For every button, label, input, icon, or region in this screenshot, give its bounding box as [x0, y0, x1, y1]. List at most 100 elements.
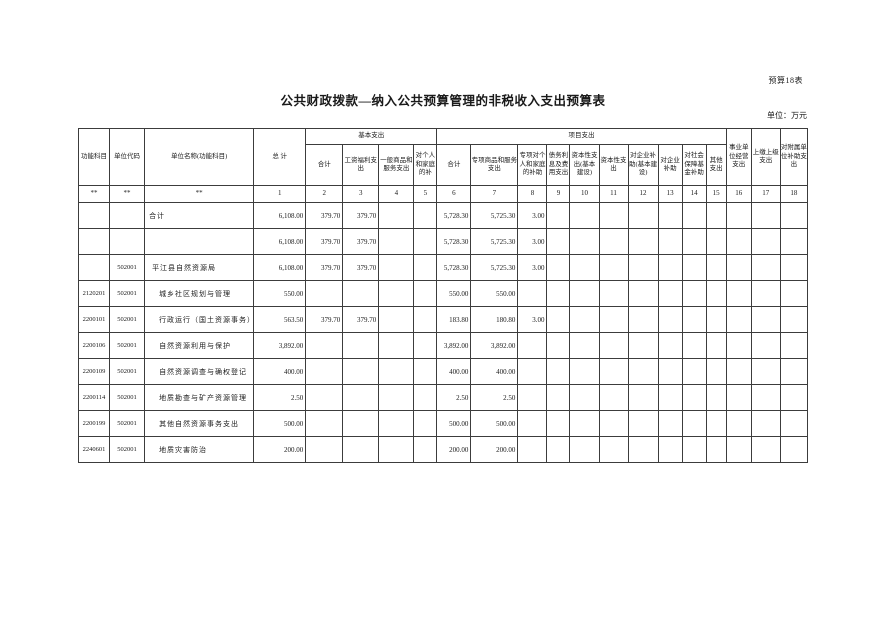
col-header-project-total: 合计	[436, 144, 472, 186]
amount-cell: 5,728.30	[436, 228, 472, 255]
func-code-cell	[77, 228, 111, 255]
amount-cell	[627, 306, 659, 333]
amount-cell	[657, 280, 683, 307]
column-index-cell: 1	[253, 185, 307, 203]
budget-table: 功能科目 单位代码 单位名称(功能科目) 总 计 基本支出 项目支出 事业单位经…	[77, 128, 809, 463]
group-header-project-expenditure: 项目支出	[436, 128, 727, 145]
amount-cell	[378, 254, 415, 281]
amount-cell	[342, 280, 380, 307]
amount-cell	[725, 280, 752, 307]
column-index-cell: 12	[627, 185, 659, 203]
name-cell: 地质灾害防治	[144, 436, 255, 463]
amount-cell	[598, 202, 629, 229]
amount-cell	[705, 280, 727, 307]
group-header-basic-expenditure: 基本支出	[305, 128, 438, 145]
amount-cell	[305, 410, 344, 437]
amount-cell: 379.70	[342, 202, 380, 229]
amount-cell	[750, 228, 781, 255]
amount-cell	[779, 306, 809, 333]
amount-cell	[705, 332, 727, 359]
table-row: 6,108.00 379.70 379.70 5,728.30 5,725.30 3.00	[77, 228, 809, 255]
name-cell: 自然资源调查与确权登记	[144, 358, 255, 385]
amount-cell: 379.70	[305, 202, 344, 229]
amount-cell: 6,108.00	[253, 254, 307, 281]
unit-code-cell: 502001	[109, 280, 146, 307]
amount-cell	[546, 228, 571, 255]
column-index-cell: 3	[342, 185, 380, 203]
amount-cell	[725, 332, 752, 359]
amount-cell	[546, 436, 571, 463]
amount-cell	[725, 306, 752, 333]
amount-cell: 3,892.00	[436, 332, 472, 359]
index-row: ** ** ** 1 2 3 4 5 6 7 8 9 10 11 12 13 14 15 16 17 18	[77, 185, 809, 203]
amount-cell	[378, 202, 415, 229]
amount-cell	[598, 254, 629, 281]
table-row: 2200114 502001 地质勘查与矿产资源管理 2.50 2.50 2.50	[77, 384, 809, 411]
col-header-special-goods-services: 专项商品和服务支出	[470, 144, 519, 186]
func-code-cell: 2200199	[77, 410, 111, 437]
amount-cell	[705, 254, 727, 281]
amount-cell: 500.00	[253, 410, 307, 437]
amount-cell	[378, 332, 415, 359]
amount-cell	[750, 436, 781, 463]
amount-cell	[569, 384, 600, 411]
amount-cell	[569, 228, 600, 255]
amount-cell	[779, 384, 809, 411]
amount-cell	[627, 228, 659, 255]
amount-cell	[627, 332, 659, 359]
page-title: 公共财政拨款—纳入公共预算管理的非税收入支出预算表	[280, 94, 606, 108]
amount-cell	[378, 384, 415, 411]
amount-cell: 5,725.30	[470, 254, 519, 281]
unit-code-cell: 502001	[109, 254, 146, 281]
amount-cell	[779, 228, 809, 255]
amount-cell	[378, 280, 415, 307]
amount-cell	[681, 280, 707, 307]
column-index-cell: 18	[779, 185, 809, 203]
column-index-cell: **	[109, 185, 146, 203]
amount-cell	[598, 280, 629, 307]
amount-cell	[517, 280, 548, 307]
amount-cell	[657, 332, 683, 359]
table-row: 2240601 502001 地质灾害防治 200.00 200.00 200.00	[77, 436, 809, 463]
amount-cell	[750, 254, 781, 281]
amount-cell	[681, 410, 707, 437]
amount-cell: 379.70	[305, 228, 344, 255]
amount-cell	[546, 384, 571, 411]
amount-cell	[517, 384, 548, 411]
doc-label: 预算18表	[768, 76, 803, 85]
amount-cell	[413, 280, 438, 307]
amount-cell: 3.00	[517, 254, 548, 281]
amount-cell	[705, 384, 727, 411]
amount-cell	[657, 306, 683, 333]
amount-cell	[725, 202, 752, 229]
amount-cell	[378, 410, 415, 437]
col-header-func-subject: 功能科目	[77, 128, 111, 186]
column-index-cell: 15	[705, 185, 727, 203]
amount-cell	[750, 410, 781, 437]
amount-cell	[779, 358, 809, 385]
amount-cell: 550.00	[470, 280, 519, 307]
name-cell: 其他自然资源事务支出	[144, 410, 255, 437]
col-header-unit-name: 单位名称(功能科目)	[144, 128, 255, 186]
amount-cell	[569, 306, 600, 333]
amount-cell	[681, 384, 707, 411]
func-code-cell: 2120201	[77, 280, 111, 307]
col-header-affiliate-subsidy: 对附属单位补助支出	[779, 128, 809, 186]
amount-cell	[598, 228, 629, 255]
col-header-capital-expenditure: 资本性支出	[598, 144, 629, 186]
amount-cell	[569, 410, 600, 437]
amount-cell: 379.70	[305, 254, 344, 281]
amount-cell	[598, 358, 629, 385]
amount-cell	[569, 254, 600, 281]
column-index-cell: 9	[546, 185, 571, 203]
unit-code-cell	[109, 202, 146, 229]
table-row: 2200109 502001 自然资源调查与确权登记 400.00 400.00 400.…	[77, 358, 809, 385]
col-header-personal-family-subsidy: 对个人和家庭的补	[413, 144, 438, 186]
name-cell	[144, 228, 255, 255]
column-index-cell: 8	[517, 185, 548, 203]
amount-cell: 400.00	[436, 358, 472, 385]
amount-cell	[627, 202, 659, 229]
amount-cell: 6,108.00	[253, 228, 307, 255]
col-header-enterprise-subsidy-basic: 对企业补助(基本建设)	[627, 144, 659, 186]
amount-cell	[598, 410, 629, 437]
